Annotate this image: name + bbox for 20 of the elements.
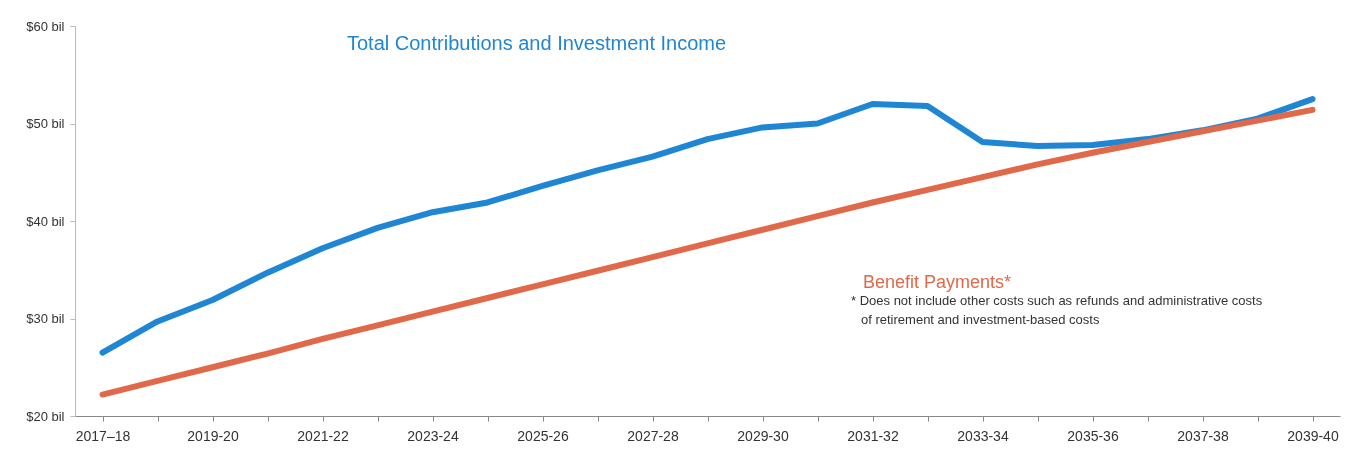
y-tick-label: $30 bil bbox=[26, 311, 65, 326]
y-tick-label: $20 bil bbox=[26, 408, 65, 424]
x-tick-label: 2037-38 bbox=[1177, 427, 1229, 444]
x-tick-label: 2033-34 bbox=[957, 427, 1009, 444]
text: Total Contributions and Investment Income bbox=[347, 32, 727, 54]
x-tick-label: 2019-20 bbox=[187, 427, 239, 444]
x-tick-label: 2027-28 bbox=[627, 427, 679, 444]
text: Benefit Payments* bbox=[863, 272, 1012, 292]
x-tick-label: 2039-40 bbox=[1287, 427, 1339, 444]
y-tick-label: $60 bil bbox=[26, 18, 65, 34]
x-tick-label: 2031-32 bbox=[847, 427, 899, 444]
x-tick-label: 2023-24 bbox=[407, 427, 459, 444]
x-tick-label: 2021-22 bbox=[297, 427, 349, 444]
x-tick-label: 2035-36 bbox=[1067, 427, 1119, 444]
x-tick-label: 2029-30 bbox=[737, 427, 789, 444]
annotation: * Does not include other costs such as refunds and administrative costs of retirement and investment-based costs bbox=[851, 293, 1263, 327]
x-tick-label: 2025-26 bbox=[517, 427, 569, 444]
x-tick-label: 2017–18 bbox=[75, 427, 131, 444]
y-tick-label: $40 bil bbox=[26, 213, 65, 229]
y-tick-label: $50 bil bbox=[26, 116, 65, 131]
